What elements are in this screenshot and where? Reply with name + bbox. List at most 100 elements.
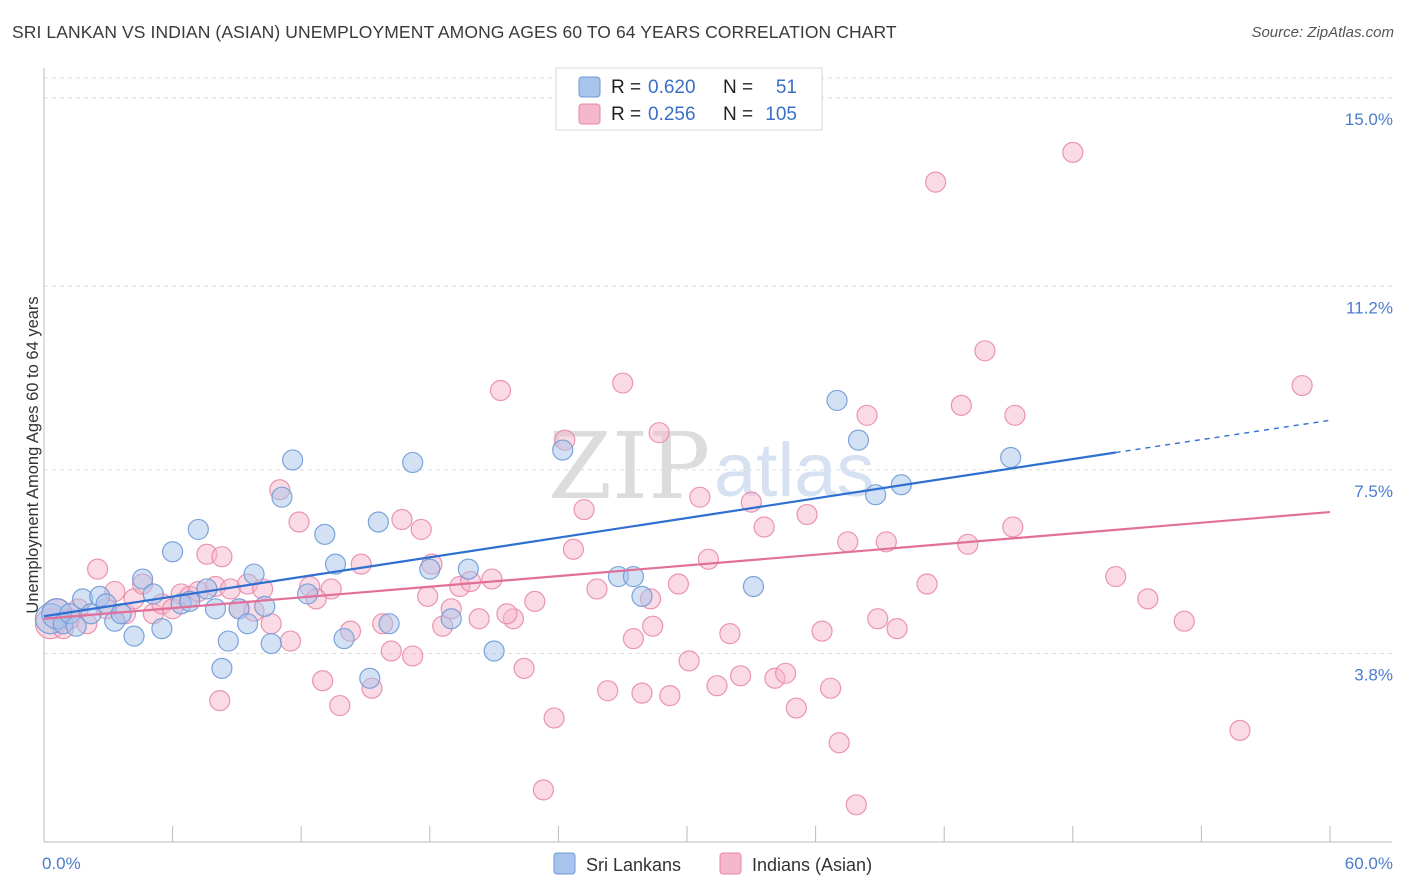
indians-asian-point-70 xyxy=(706,675,728,697)
indians-asian-point-95 xyxy=(1105,565,1127,588)
sri-lankans-point-48 xyxy=(847,429,870,451)
legend-r-value-2: 0.256 xyxy=(648,104,696,125)
sri-lankans-point-29 xyxy=(282,449,304,471)
indians-asian-point-38 xyxy=(380,640,402,662)
y-tick-label-3: 15.0% xyxy=(1345,110,1393,129)
sri-lankans-point-36 xyxy=(378,613,400,635)
indians-asian-point-89 xyxy=(950,394,972,416)
series-sri-lankans-points xyxy=(34,389,1022,689)
legend-n-value-1: 51 xyxy=(776,77,797,98)
sri-lankans-point-44 xyxy=(622,565,645,588)
sri-lankans-point-14 xyxy=(151,618,173,640)
sri-lankans-point-46 xyxy=(742,575,765,598)
indians-asian-point-52 xyxy=(524,590,546,612)
indians-asian-point-71 xyxy=(719,623,741,645)
sri-lankans-point-33 xyxy=(333,627,355,650)
legend-r-label-2: R = xyxy=(611,104,641,125)
sri-lankans-point-21 xyxy=(211,657,233,679)
indians-asian-point-97 xyxy=(1173,610,1195,632)
indians-asian-point-60 xyxy=(612,372,634,394)
indians-asian-point-99 xyxy=(1291,374,1313,397)
sri-lankans-point-39 xyxy=(440,608,462,630)
indians-asian-point-57 xyxy=(573,498,595,521)
legend-r-label-1: R = xyxy=(611,77,641,98)
sri-lankans-point-22 xyxy=(217,630,239,652)
indians-asian-point-78 xyxy=(796,503,818,526)
source-credit: Source: ZipAtlas.com xyxy=(1251,24,1394,41)
sri-lankans-point-12 xyxy=(131,568,154,590)
indians-asian-point-31 xyxy=(312,670,334,692)
indians-asian-point-28 xyxy=(279,630,302,652)
sri-lankans-point-31 xyxy=(314,523,336,545)
indians-asian-point-102 xyxy=(417,585,439,608)
indians-asian-point-63 xyxy=(642,615,664,637)
indians-asian-point-67 xyxy=(678,650,700,672)
indians-asian-point-93 xyxy=(1004,404,1026,426)
watermark: ZIP atlas xyxy=(548,413,875,520)
indians-asian-point-90 xyxy=(957,533,979,555)
indians-asian-point-82 xyxy=(845,794,867,816)
indians-asian-point-74 xyxy=(753,516,775,538)
bottom-legend-swatch-pink xyxy=(719,852,742,875)
indians-asian-point-20 xyxy=(211,546,233,568)
indians-asian-point-59 xyxy=(597,680,619,702)
sri-lankans-point-19 xyxy=(196,578,218,600)
sri-lankans-point-25 xyxy=(243,563,265,585)
legend-n-label-1: N = xyxy=(723,77,753,98)
indians-asian-point-91 xyxy=(974,340,996,362)
legend-swatch-blue xyxy=(578,76,601,98)
axes xyxy=(43,68,1392,843)
sri-lankans-point-37 xyxy=(402,451,424,474)
indians-asian-point-58 xyxy=(586,578,608,600)
sri-lankans-point-45 xyxy=(631,585,653,608)
watermark-zip: ZIP xyxy=(548,413,710,520)
indians-asian-point-92 xyxy=(1002,516,1024,538)
sri-lankans-point-15 xyxy=(162,541,184,563)
tick-labels: 3.8% 7.5% 11.2% 15.0% 0.0% 60.0% xyxy=(42,110,1393,873)
sri-lankans-point-27 xyxy=(260,632,282,655)
indians-asian-point-48 xyxy=(481,568,503,590)
indians-asian-point-53 xyxy=(532,779,554,801)
indians-asian-point-54 xyxy=(543,707,565,729)
indians-asian-point-77 xyxy=(785,697,807,719)
sri-lankans-point-34 xyxy=(359,667,381,689)
sri-lankans-point-42 xyxy=(552,439,574,461)
sri-lankans-point-47 xyxy=(826,389,848,412)
trend-line-sri-lankans xyxy=(43,451,1116,618)
sri-lankans-point-40 xyxy=(457,558,479,580)
sri-lankans-point-51 xyxy=(1000,446,1022,469)
y-tick-label-1: 7.5% xyxy=(1354,482,1393,501)
indians-asian-point-86 xyxy=(886,618,908,640)
indians-asian-point-83 xyxy=(856,404,878,426)
y-tick-label-2: 11.2% xyxy=(1346,298,1393,317)
indians-asian-point-98 xyxy=(1229,719,1251,741)
indians-asian-point-76 xyxy=(774,662,797,684)
sri-lankans-point-41 xyxy=(483,640,505,662)
indians-asian-point-88 xyxy=(925,171,947,193)
x-tick-label-1: 60.0% xyxy=(1345,854,1393,873)
x-tick-label-0: 0.0% xyxy=(42,854,81,873)
sri-lankans-point-18 xyxy=(187,518,209,541)
indians-asian-point-69 xyxy=(697,548,720,570)
indians-asian-point-79 xyxy=(811,620,833,642)
indians-asian-point-81 xyxy=(837,531,859,553)
indians-asian-point-47 xyxy=(468,608,490,630)
bottom-legend-label-sri-lankans: Sri Lankans xyxy=(586,855,681,875)
y-axis-label: Unemployment Among Ages 60 to 64 years xyxy=(24,296,42,613)
indians-asian-point-103 xyxy=(820,677,842,699)
indians-asian-point-6 xyxy=(86,558,109,580)
trend-lines xyxy=(43,419,1331,620)
sri-lankans-point-38 xyxy=(419,558,441,580)
indians-asian-point-61 xyxy=(622,627,645,650)
sri-lankans-point-32 xyxy=(324,553,347,575)
indians-asian-point-85 xyxy=(875,531,897,553)
indians-asian-point-94 xyxy=(1062,141,1084,163)
sri-lankans-point-11 xyxy=(123,625,145,647)
sri-lankans-point-20 xyxy=(204,598,227,620)
sri-lankans-point-28 xyxy=(271,486,293,508)
legend-swatch-pink xyxy=(578,103,601,125)
legend-n-value-2: 105 xyxy=(765,104,797,125)
sri-lankans-point-24 xyxy=(237,613,259,635)
indians-asian-point-80 xyxy=(828,732,850,754)
